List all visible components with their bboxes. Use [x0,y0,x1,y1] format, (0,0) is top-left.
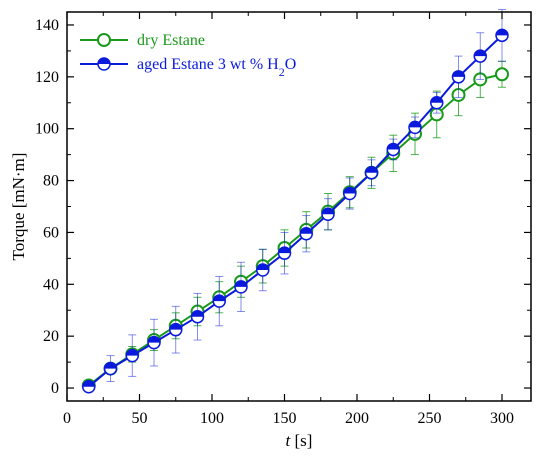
y-tick-label: 40 [43,276,59,293]
data-point-15 [408,120,422,135]
data-point-6-outline [212,294,226,308]
data-point-7 [234,280,248,294]
y-tick-label: 80 [43,173,59,190]
x-tick-label: 200 [345,410,369,427]
legend-label-aged-estane-subscript: 2 [279,65,285,79]
data-point-3 [147,335,161,350]
data-point-4 [169,322,183,337]
y-tick-label: 120 [35,69,59,86]
data-point-1-outline [103,361,118,376]
data-point-19 [495,67,509,82]
data-point-0-outline [82,379,96,394]
data-point-18 [473,49,487,63]
legend-label-aged-estane: aged Estane 3 wt % H2O [137,56,296,79]
data-point-8 [256,263,270,277]
legend-item-aged-estane: aged Estane 3 wt % H2O [80,56,296,79]
data-point-13 [364,166,379,180]
data-point-2 [125,348,139,363]
y-tick-label: 20 [43,328,59,345]
x-tick-label: 250 [418,410,442,427]
y-tick-label: 100 [35,121,59,138]
data-point-12-outline [343,186,357,201]
data-point-16 [430,96,444,110]
data-point-5-outline [190,309,205,324]
legend-label-dry-estane: dry Estane [137,32,205,49]
data-point-11-outline [321,207,335,222]
legend-label-aged-estane-tail: O [285,56,297,73]
data-point-14 [386,142,400,157]
data-point-legend-outline [97,57,111,71]
x-tick-label: 300 [490,410,514,427]
y-tick-label: 140 [35,17,59,34]
legend: dry Estane aged Estane 3 wt % H2O [80,32,296,79]
data-point-5 [190,309,205,324]
x-tick-label: 50 [132,410,148,427]
data-point-17 [451,70,466,84]
legend-marker-dry-estane [97,33,111,47]
data-point-legend [97,57,111,71]
x-axis-variable: t [286,431,292,450]
data-point-14-outline [386,142,400,157]
data-point-12 [343,186,357,201]
data-point-9-outline [277,246,292,260]
data-point-9 [277,246,292,260]
data-point-0 [82,379,96,394]
data-point-18-outline [473,49,487,63]
data-point-19-outline [495,28,509,43]
series-0 [81,60,509,393]
data-point-2-outline [125,348,139,363]
legend-label-aged-estane-main: aged Estane 3 wt % H [137,56,279,73]
y-axis-title: Torque [mN·m] [9,153,28,261]
data-point-3-outline [147,335,161,350]
series-1-markers [82,28,509,394]
data-point-19 [495,28,509,43]
data-point-17-outline [451,70,466,84]
series-1 [82,8,509,394]
data-point-4-outline [169,322,183,337]
data-point-13-outline [364,166,379,180]
axes: 0 50 100 150 200 250 300 0 20 40 60 80 100 120 140 [35,12,531,427]
y-tick-label: 60 [43,224,59,241]
y-tick-label: 0 [51,380,59,397]
x-tick-label: 0 [63,410,71,427]
data-point-1 [103,361,118,376]
legend-item-dry-estane: dry Estane [80,32,205,49]
x-tick-label: 100 [200,410,224,427]
series-0-markers [81,67,509,393]
plot-area [81,8,509,394]
data-point-11 [321,207,335,222]
data-point-6 [212,294,226,308]
data-point-7-outline [234,280,248,294]
legend-marker-aged-estane [97,57,111,71]
x-axis-unit: [s] [290,431,312,450]
data-point-8-outline [256,263,270,277]
data-point-16-outline [430,96,444,110]
data-point-legend [97,33,111,47]
data-point-15-outline [408,120,422,135]
x-axis-title: t [s] [286,431,313,450]
data-point-10 [299,226,313,241]
x-tick-label: 150 [273,410,297,427]
data-point-10-outline [299,226,313,241]
